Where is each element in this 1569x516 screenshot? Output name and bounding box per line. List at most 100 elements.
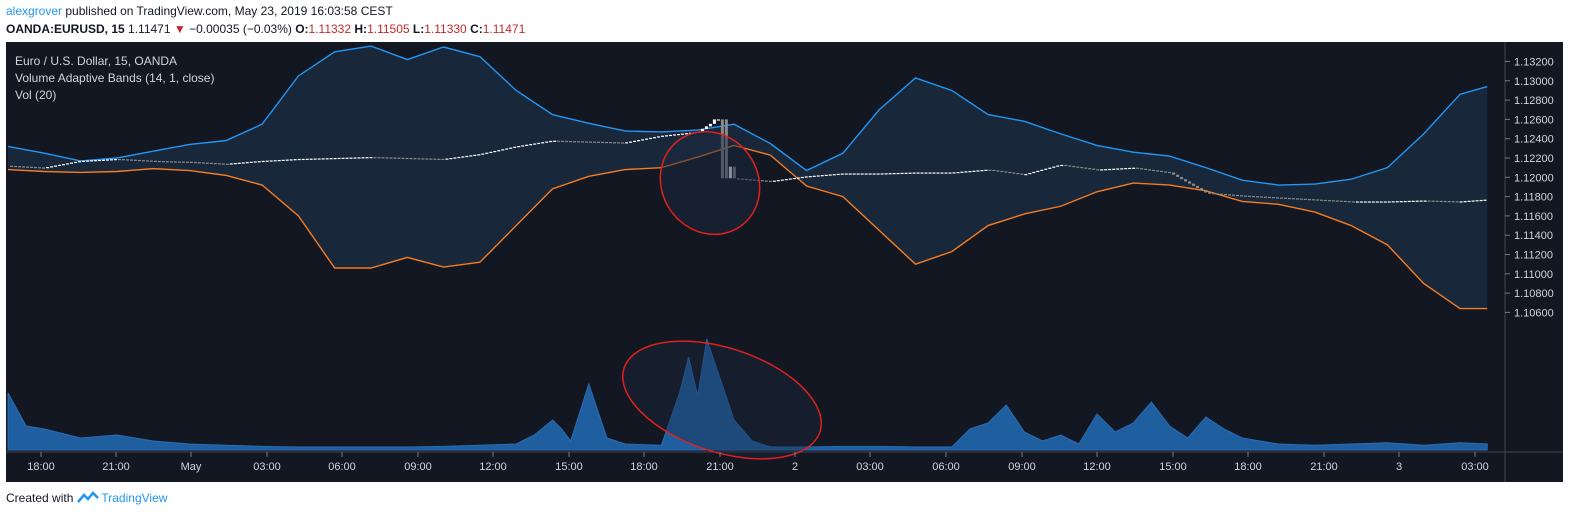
candle <box>497 150 501 152</box>
candle <box>485 152 489 154</box>
x-tick-label: 2 <box>792 461 798 473</box>
y-tick-label: 1.10600 <box>1514 307 1554 319</box>
price-chart[interactable]: 1.13200 1.13000 1.12800 1.12600 1.12400 1.122… <box>0 42 1569 482</box>
candle <box>405 157 409 160</box>
candle <box>700 128 704 132</box>
candle <box>1140 168 1144 170</box>
candle <box>285 159 289 161</box>
y-tick-label: 1.13000 <box>1514 76 1554 88</box>
candle <box>85 160 89 162</box>
candle <box>289 159 293 161</box>
candle <box>393 157 397 159</box>
candle <box>141 160 145 162</box>
candle <box>1423 200 1427 202</box>
y-tick-label: 1.11400 <box>1514 230 1553 242</box>
tradingview-logo-icon <box>77 491 100 503</box>
candle <box>597 141 601 143</box>
legend-title: Euro / U.S. Dollar, 15, OANDA <box>15 54 177 68</box>
candle <box>1455 201 1459 203</box>
candle <box>1096 169 1100 171</box>
candle <box>593 141 597 143</box>
candle <box>645 138 649 140</box>
candle <box>1235 194 1239 197</box>
x-tick-label: May <box>181 461 202 473</box>
candle <box>641 139 645 141</box>
candle <box>637 140 641 142</box>
candle <box>337 157 341 160</box>
candle <box>892 173 896 175</box>
candle <box>1415 200 1419 202</box>
candle <box>509 147 513 149</box>
candle <box>1176 174 1180 177</box>
candle <box>1227 194 1231 196</box>
candle <box>1327 200 1331 202</box>
candle <box>660 135 664 137</box>
candle <box>22 166 26 168</box>
candle <box>1307 198 1311 201</box>
price-axis[interactable] <box>1505 42 1563 482</box>
candle <box>197 162 201 164</box>
candle <box>1427 200 1431 202</box>
candle <box>293 159 297 161</box>
candle <box>1335 200 1339 202</box>
candle <box>1383 201 1387 203</box>
candle <box>1331 200 1335 202</box>
candle <box>1343 200 1347 203</box>
candle <box>613 142 617 144</box>
candle <box>1120 168 1124 170</box>
candle <box>121 159 125 161</box>
y-tick-label: 1.11600 <box>1514 211 1553 223</box>
candle <box>385 157 389 159</box>
candle <box>70 162 74 164</box>
tradingview-link[interactable]: TradingView <box>77 491 167 505</box>
candle <box>10 165 14 167</box>
x-tick-label: 3 <box>1396 461 1402 473</box>
candle <box>1068 165 1072 167</box>
candle <box>1060 164 1064 167</box>
candle <box>844 173 848 175</box>
candle <box>1152 169 1156 172</box>
candle <box>165 161 169 163</box>
x-tick-label: 18:00 <box>1234 461 1262 473</box>
author-link[interactable]: alexgrover <box>6 4 63 18</box>
candle <box>856 173 860 175</box>
x-tick-label: 03:00 <box>1461 461 1489 473</box>
candle <box>1168 171 1172 174</box>
candle <box>317 158 321 160</box>
candle <box>768 180 772 183</box>
candle <box>453 157 457 159</box>
candle <box>1231 194 1235 196</box>
candle <box>609 142 613 144</box>
x-tick-label: 09:00 <box>1008 461 1036 473</box>
candle <box>764 180 768 182</box>
candle <box>481 153 485 155</box>
candle <box>625 142 629 144</box>
candle <box>149 160 153 162</box>
candle <box>129 159 133 161</box>
candle <box>1224 193 1228 196</box>
candle <box>205 162 209 164</box>
candle <box>533 143 537 145</box>
candle <box>1100 169 1104 171</box>
candle <box>1255 196 1259 198</box>
candle <box>908 172 912 174</box>
candle <box>117 159 121 161</box>
candle <box>1315 199 1319 201</box>
candle <box>1064 164 1068 167</box>
candle <box>1463 201 1467 203</box>
candle <box>217 163 221 165</box>
candle <box>1387 201 1391 203</box>
candle <box>1084 167 1088 169</box>
candle <box>373 157 377 159</box>
candle <box>381 157 385 159</box>
candle <box>1000 170 1004 173</box>
candle <box>1439 200 1443 203</box>
candle <box>704 126 708 129</box>
candle <box>872 173 876 175</box>
time-axis[interactable] <box>6 452 1505 482</box>
candle <box>968 171 972 173</box>
candle <box>1024 174 1028 176</box>
candle <box>74 161 78 164</box>
candle <box>62 164 66 166</box>
candle <box>54 165 58 167</box>
